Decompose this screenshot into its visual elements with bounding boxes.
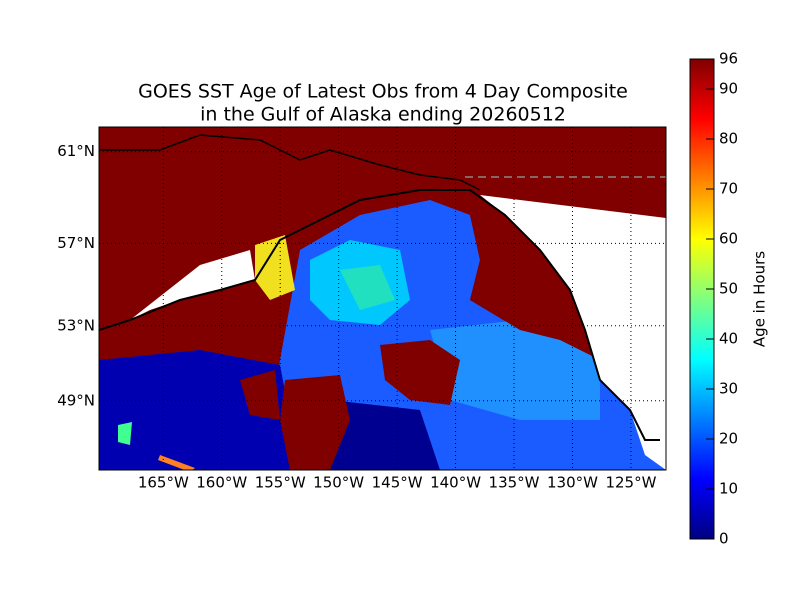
lon-label: 135°W (489, 474, 540, 492)
colorbar-tick-label: 96 (719, 50, 738, 68)
lat-label: 49°N (57, 391, 95, 409)
lat-label: 61°N (57, 142, 95, 160)
lon-label: 160°W (196, 474, 247, 492)
colorbar-tick-label: 0 (719, 530, 729, 548)
colorbar-label: Age in Hours (751, 251, 769, 347)
map-image (99, 127, 666, 470)
lat-label: 57°N (57, 234, 95, 252)
colorbar-tick-label: 80 (719, 130, 738, 148)
title-line: in the Gulf of Alaska ending 20260512 (200, 104, 566, 126)
lon-label: 165°W (138, 474, 189, 492)
lon-label: 155°W (255, 474, 306, 492)
lon-label: 125°W (605, 474, 656, 492)
lon-label: 150°W (313, 474, 364, 492)
colorbar-tick-label: 30 (719, 380, 738, 398)
colorbar-tick-label: 70 (719, 180, 738, 198)
colorbar-tick-label: 60 (719, 230, 738, 248)
colorbar (689, 58, 715, 540)
title-line: GOES SST Age of Latest Obs from 4 Day Co… (138, 81, 628, 103)
lon-label: 140°W (430, 474, 481, 492)
colorbar-tick-label: 20 (719, 430, 738, 448)
colorbar-tick-label: 90 (719, 80, 738, 98)
colorbar-tick-label: 10 (719, 480, 738, 498)
colorbar-tick-label: 50 (719, 280, 738, 298)
colorbar-tick-label: 40 (719, 330, 738, 348)
lon-label: 145°W (372, 474, 423, 492)
lon-label: 130°W (547, 474, 598, 492)
map-frame (98, 126, 667, 471)
lat-label: 53°N (57, 316, 95, 334)
